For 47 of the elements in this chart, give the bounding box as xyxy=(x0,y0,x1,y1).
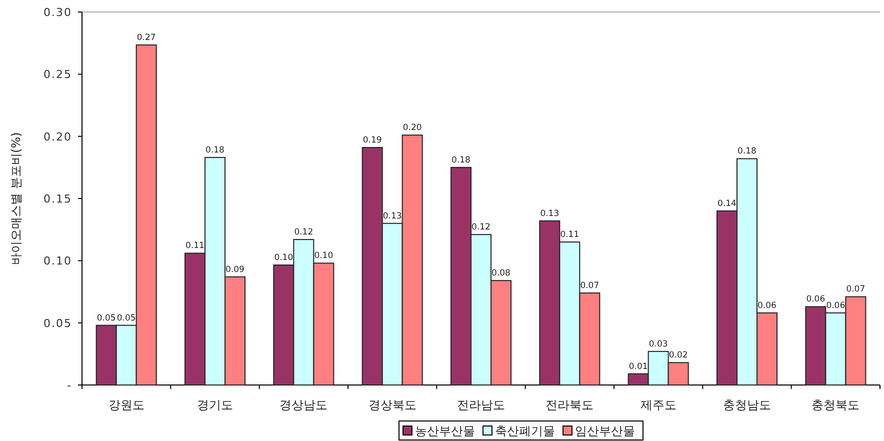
x-tick-label: 충청북도 xyxy=(812,398,860,412)
data-label: 0.07 xyxy=(846,284,866,295)
data-label: 0.10 xyxy=(274,253,294,264)
x-tick-label: 경상북도 xyxy=(368,398,416,412)
data-label: 0.11 xyxy=(186,241,204,252)
data-label: 0.12 xyxy=(472,222,490,233)
legend-label: 축산폐기물 xyxy=(495,424,555,438)
data-label: 0.07 xyxy=(580,280,600,291)
data-label: 0.09 xyxy=(226,264,244,275)
data-label: 0.19 xyxy=(362,136,382,146)
x-tick-label: 전라남도 xyxy=(457,398,505,412)
legend-label: 임산부산물 xyxy=(575,424,635,438)
data-label: 0.27 xyxy=(136,32,156,43)
data-label: 0.06 xyxy=(806,294,826,305)
data-label: 0.05 xyxy=(96,313,116,324)
data-label: 0.18 xyxy=(738,146,756,157)
data-label: 0.05 xyxy=(116,313,136,324)
x-tick-label: 전라북도 xyxy=(546,398,594,412)
y-tick-label: - xyxy=(67,379,72,392)
data-label: 0.06 xyxy=(826,300,846,311)
data-label: 0.06 xyxy=(758,300,776,311)
data-label: 0.18 xyxy=(206,145,224,156)
data-label: 0.08 xyxy=(492,268,510,279)
y-tick-label: 0.25 xyxy=(44,68,72,82)
x-tick-label: 경상남도 xyxy=(280,398,328,412)
x-tick-label: 제주도 xyxy=(640,398,676,412)
x-tick-label: 충청남도 xyxy=(723,398,771,412)
y-tick-label: 0.05 xyxy=(44,316,72,330)
x-tick-label: 경기도 xyxy=(197,398,233,412)
data-label: 0.13 xyxy=(382,211,402,222)
data-label: 0.13 xyxy=(540,208,560,219)
data-label: 0.02 xyxy=(668,350,688,361)
data-label: 0.20 xyxy=(402,123,422,134)
y-tick-label: 0.20 xyxy=(44,130,72,144)
y-axis-title: 바이오매스별 분포비(%) xyxy=(9,132,23,265)
data-label: 0.03 xyxy=(648,339,668,350)
y-tick-label: 0.10 xyxy=(44,254,72,268)
data-label: 0.11 xyxy=(560,230,580,240)
y-tick-label: 0.15 xyxy=(44,192,72,206)
data-label: 0.10 xyxy=(314,251,334,262)
x-tick-label: 강원도 xyxy=(108,398,144,412)
y-tick-label: 0.30 xyxy=(44,6,72,19)
data-label: 0.14 xyxy=(718,198,736,209)
data-label: 0.18 xyxy=(452,155,470,166)
legend-label: 농산부산물 xyxy=(415,424,475,438)
data-label: 0.12 xyxy=(294,228,314,238)
data-label: 0.01 xyxy=(628,362,648,372)
